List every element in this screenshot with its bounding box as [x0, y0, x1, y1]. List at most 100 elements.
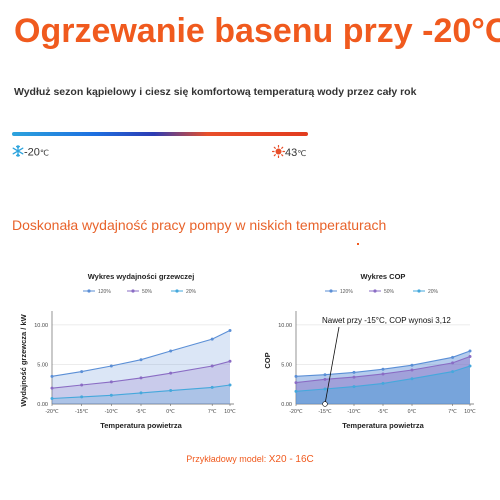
data-point — [210, 385, 214, 389]
data-point — [381, 381, 385, 385]
heating-capacity-chart: Wykres wydajności grzewczej 120% 50% 20% 0.0… — [19, 272, 236, 430]
data-point — [381, 372, 385, 376]
page-subtitle: Wydłuż sezon kąpielowy i ciesz się komfo… — [14, 86, 417, 98]
legend-label: 20% — [428, 289, 439, 295]
x-tick-label: -20℃ — [289, 409, 302, 415]
y-tick-label: 10.00 — [34, 323, 48, 329]
x-axis-label: Temperatura powietrza — [100, 421, 182, 430]
data-point — [139, 376, 143, 380]
data-point — [80, 395, 84, 399]
min-temperature-value: -20 — [24, 146, 40, 159]
max-temperature-value: 43 — [285, 146, 298, 159]
data-point — [169, 389, 173, 393]
data-point — [50, 374, 54, 378]
annotation-pointer — [324, 326, 340, 405]
data-point — [210, 337, 214, 341]
data-point — [80, 383, 84, 387]
annotation-marker — [322, 401, 328, 407]
data-point — [294, 381, 298, 385]
legend-label: 120% — [340, 289, 353, 295]
x-tick-label: -15℃ — [318, 409, 331, 415]
x-tick-label: 7℃ — [208, 409, 217, 415]
legend-marker — [329, 289, 333, 293]
data-point — [80, 370, 84, 374]
x-tick-label: -20℃ — [45, 409, 58, 415]
data-point — [139, 391, 143, 395]
data-point — [109, 364, 113, 368]
model-label: Przykładowy model: — [186, 454, 267, 464]
x-tick-label: 10℃ — [224, 409, 236, 415]
data-point — [228, 328, 232, 332]
x-tick-label: -5℃ — [378, 409, 389, 415]
legend-marker — [87, 289, 91, 293]
x-tick-label: 7℃ — [448, 409, 457, 415]
data-point — [352, 385, 356, 389]
x-tick-label: -10℃ — [347, 409, 360, 415]
legend-label: 50% — [384, 289, 395, 295]
data-point — [50, 396, 54, 400]
x-tick-label: 0℃ — [408, 409, 417, 415]
data-point — [451, 361, 455, 365]
page-title: Ogrzewanie basenu przy -20°C — [14, 12, 500, 50]
series-area — [52, 361, 230, 404]
data-point — [451, 355, 455, 359]
temperature-range-bar — [12, 132, 308, 136]
model-caption: Przykładowy model: X20 - 16C — [0, 454, 500, 465]
model-value: X20 - 16C — [268, 454, 314, 465]
annotation-text: Nawet przy -15°C, COP wynosi 3,12 — [322, 316, 451, 325]
data-point — [410, 363, 414, 367]
x-tick-label: -10℃ — [105, 409, 118, 415]
data-point — [109, 380, 113, 384]
y-tick-label: 5.00 — [37, 362, 48, 368]
decorative-dot — [357, 243, 359, 245]
chart-title: Wykres wydajności grzewczej — [88, 272, 195, 281]
cop-chart: Wykres COP 120% 50% 20% 0.00 5.00 10.00 -20℃ -15… — [263, 272, 476, 430]
y-axis-label: Wydajność grzewcza / kW — [19, 313, 28, 406]
sun-icon — [271, 144, 286, 161]
data-point — [323, 387, 327, 391]
legend-marker — [417, 289, 421, 293]
x-tick-label: -5℃ — [136, 409, 147, 415]
chart-title: Wykres COP — [361, 272, 406, 281]
x-axis-label: Temperatura powietrza — [342, 421, 424, 430]
data-point — [410, 368, 414, 372]
data-point — [451, 370, 455, 374]
data-point — [381, 367, 385, 371]
y-tick-label: 10.00 — [278, 323, 292, 329]
data-point — [352, 370, 356, 374]
snowflake-icon — [12, 144, 24, 160]
y-tick-label: 0.00 — [37, 402, 48, 408]
min-temperature: -20℃ — [12, 144, 49, 160]
series-area — [296, 356, 470, 404]
data-point — [468, 364, 472, 368]
data-point — [228, 359, 232, 363]
data-point — [352, 375, 356, 379]
data-point — [294, 389, 298, 393]
series-area — [296, 366, 470, 404]
x-tick-label: 10℃ — [464, 409, 476, 415]
min-temperature-unit: ℃ — [39, 148, 49, 158]
data-point — [169, 349, 173, 353]
data-point — [468, 355, 472, 359]
data-point — [169, 371, 173, 375]
data-point — [468, 349, 472, 353]
x-tick-label: -15℃ — [75, 409, 88, 415]
data-point — [109, 393, 113, 397]
data-point — [323, 373, 327, 377]
data-point — [210, 364, 214, 368]
data-point — [50, 386, 54, 390]
y-axis-label: COP — [263, 352, 272, 368]
data-point — [139, 358, 143, 362]
data-point — [410, 377, 414, 381]
series-area — [52, 330, 230, 404]
legend-marker — [131, 289, 135, 293]
y-tick-label: 0.00 — [281, 402, 292, 408]
legend-label: 20% — [186, 289, 197, 295]
section-title: Doskonała wydajność pracy pompy w niskic… — [12, 217, 387, 233]
data-point — [228, 383, 232, 387]
max-temperature: 43℃ — [271, 144, 306, 161]
legend-label: 120% — [98, 289, 111, 295]
series-area — [296, 351, 470, 404]
data-point — [323, 377, 327, 381]
legend-marker — [373, 289, 377, 293]
